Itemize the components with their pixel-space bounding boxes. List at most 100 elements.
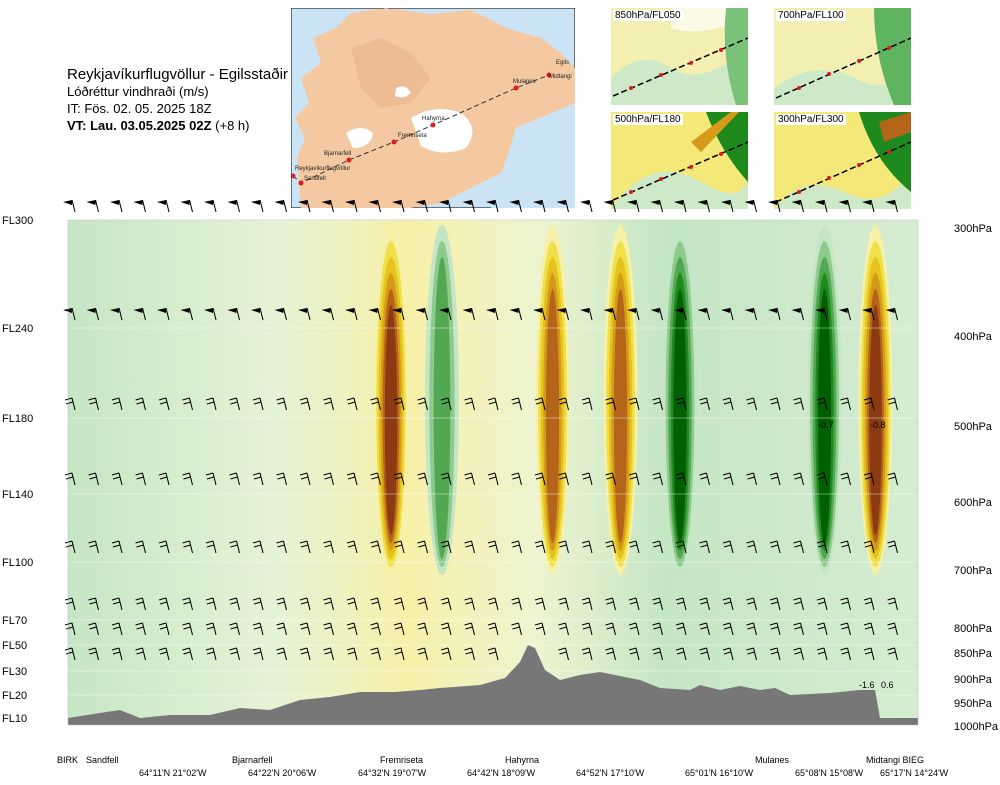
wind-barb [558, 397, 569, 411]
wind-barb [64, 472, 76, 486]
flight-level-label: FL20 [2, 690, 27, 702]
map-highlands [351, 38, 431, 108]
coordinate-label: 64°11'N 21°02'W [139, 768, 207, 778]
wind-barb [417, 472, 428, 486]
glacier-langjokull [346, 128, 373, 148]
motion-contour [865, 273, 886, 551]
wind-barb [650, 307, 663, 321]
route-point [298, 180, 304, 186]
motion-contour [611, 273, 630, 551]
wind-barb [816, 597, 828, 611]
wind-barb [135, 622, 146, 636]
wind-barb [699, 472, 710, 486]
wind-barb [229, 540, 240, 554]
pressure-level-label: 300hPa [954, 223, 993, 235]
wind-barb [509, 307, 522, 321]
wind-barb [63, 307, 76, 321]
wind-barb [768, 307, 781, 321]
wind-barb [816, 472, 828, 486]
wind-barb [323, 597, 334, 611]
wind-barb [605, 622, 616, 636]
wind-barb [581, 622, 593, 636]
wind-barb [628, 647, 640, 661]
thumbnail-700[interactable]: 700hPa/FL100 [774, 8, 911, 105]
valid-time: VT: Lau. 03.05.2025 02Z (+8 h) [67, 117, 288, 134]
wind-barb [370, 647, 381, 661]
thumbnail-label: 300hPa/FL300 [776, 114, 846, 125]
motion-contour [382, 289, 400, 543]
thumbnail-850[interactable]: 850hPa/FL050 [611, 8, 748, 105]
wind-barb [440, 597, 452, 611]
value-annotation: -1.6 [859, 680, 875, 690]
value-annotation: 0.6 [881, 680, 894, 690]
thumbnail-300[interactable]: 300hPa/FL300 [774, 112, 911, 209]
wind-barb [558, 540, 569, 554]
wind-barb [182, 540, 193, 554]
motion-contour [862, 257, 889, 559]
route-point [391, 139, 397, 145]
wind-barb [205, 540, 217, 554]
wind-barb [252, 540, 264, 554]
motion-contour [869, 305, 882, 535]
wind-barb [840, 622, 851, 636]
motion-contour [608, 257, 633, 559]
wind-barb [558, 472, 569, 486]
wind-barb [346, 540, 358, 554]
route-map[interactable]: Reykjavíkurflugvöllur Sandfell Bjarnarfe… [291, 8, 575, 208]
wind-barb [722, 622, 734, 636]
map-label: Bjarnarfell [324, 151, 351, 157]
wind-barb [182, 397, 193, 411]
wind-barb [88, 597, 99, 611]
wind-barb [88, 647, 99, 661]
wind-barb [135, 647, 146, 661]
motion-contour [860, 241, 891, 567]
wind-barb [464, 647, 475, 661]
wind-barb [252, 397, 264, 411]
wind-barb [816, 397, 828, 411]
wind-barb [699, 597, 710, 611]
station-label: Bjarnarfell [232, 755, 273, 765]
route-point [546, 72, 552, 78]
wind-barb [534, 597, 546, 611]
wind-barb [887, 472, 898, 486]
wind-barb [652, 397, 663, 411]
motion-contour [543, 273, 562, 551]
wind-barb [628, 397, 640, 411]
pressure-level-label: 700hPa [954, 565, 993, 577]
wind-barb [793, 397, 804, 411]
wind-barb [346, 397, 358, 411]
thumbnail-label: 700hPa/FL100 [776, 10, 846, 21]
wind-barb [558, 597, 569, 611]
wind-barb [722, 472, 734, 486]
wind-barb [534, 397, 546, 411]
flight-level-label: FL180 [2, 413, 33, 425]
wind-barb [887, 622, 898, 636]
thumbnail-map [774, 112, 911, 209]
motion-contour [380, 273, 402, 551]
wind-barb [464, 397, 475, 411]
plot-background [68, 220, 918, 725]
wind-barb [511, 397, 522, 411]
wind-barb [370, 622, 381, 636]
plot-frame [67, 219, 919, 726]
wind-barb [581, 647, 593, 661]
wind-barb [158, 397, 170, 411]
wind-barb [487, 472, 499, 486]
wind-barb [299, 472, 311, 486]
wind-barb [299, 597, 311, 611]
wind-barb [346, 472, 358, 486]
wind-barb [556, 307, 569, 321]
map-label: Sandfell [304, 176, 326, 182]
wind-barb [511, 472, 522, 486]
wind-barb [110, 199, 123, 213]
coordinate-label: 64°42'N 18°09'W [467, 768, 536, 778]
wind-barb [628, 622, 640, 636]
wind-barb [581, 397, 593, 411]
wind-barb [628, 597, 640, 611]
motion-contour [540, 257, 565, 559]
wind-barb [393, 597, 405, 611]
motion-contour [867, 289, 884, 543]
motion-contour [429, 241, 455, 567]
wind-barb [511, 540, 522, 554]
thumbnail-500[interactable]: 500hPa/FL180 [611, 112, 748, 209]
